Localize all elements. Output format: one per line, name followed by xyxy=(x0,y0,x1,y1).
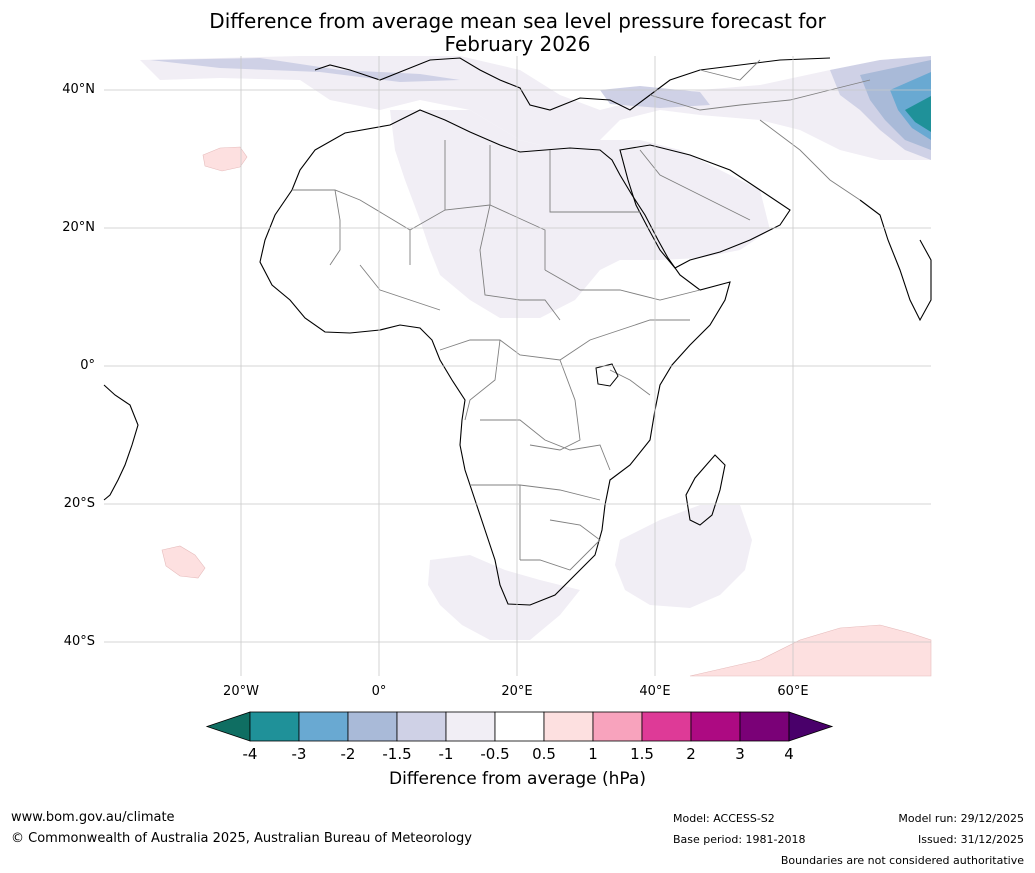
colorbar-tick-label: -4 xyxy=(242,745,258,763)
border-segment xyxy=(329,189,341,266)
footer-disclaimer: Boundaries are not considered authoritat… xyxy=(780,854,1024,867)
footer-base-period: Base period: 1981-2018 xyxy=(673,833,806,846)
map-title-line2: February 2026 xyxy=(444,32,591,56)
border-segment xyxy=(464,339,501,421)
border-segment xyxy=(520,519,601,571)
colorbar-tick-label: -2 xyxy=(340,745,356,763)
border-segment xyxy=(699,59,761,81)
anomaly-area-mediterranean xyxy=(140,56,931,160)
border-segment xyxy=(480,419,611,471)
colorbar-title: Difference from average (hPa) xyxy=(389,769,646,789)
lat-tick-20s: 20°S xyxy=(63,496,95,511)
footer-model: Model: ACCESS-S2 xyxy=(673,812,775,825)
lat-tick-0: 0° xyxy=(80,358,95,373)
colorbar-segment xyxy=(494,711,545,742)
lat-tick-20n: 20°N xyxy=(62,220,95,235)
anomaly-area-north-blue xyxy=(150,58,460,82)
coastline-madagascar xyxy=(685,454,726,526)
coastline-india xyxy=(859,199,932,322)
colorbar-tick-label: -0.5 xyxy=(480,745,510,763)
anomaly-area-south-indian xyxy=(615,505,752,608)
colorbar-tick-label: 3 xyxy=(735,745,745,763)
border-segment xyxy=(479,204,561,321)
colorbar-extend-high xyxy=(788,711,834,742)
footer-copyright: © Commonwealth of Australia 2025, Austra… xyxy=(11,831,472,846)
border-segment xyxy=(470,484,601,501)
lake-victoria xyxy=(595,363,619,387)
colorbar-segment xyxy=(347,711,398,742)
country-borders xyxy=(292,59,871,571)
colorbar-extend-low xyxy=(205,711,251,742)
anomaly-area-atlantic-pink-south xyxy=(161,545,206,579)
border-segment xyxy=(549,150,640,213)
footer-model-run: Model run: 29/12/2025 xyxy=(898,812,1024,825)
coastlines xyxy=(103,57,932,606)
lon-tick-40e: 40°E xyxy=(639,684,671,699)
lon-tick-20w: 20°W xyxy=(223,684,259,699)
colorbar-tick-label: 0.5 xyxy=(532,745,556,763)
lon-tick-20e: 20°E xyxy=(501,684,533,699)
colorbar-tick-label: 1.5 xyxy=(630,745,654,763)
colorbar-segment xyxy=(249,711,300,742)
colorbar-tick-label: -1.5 xyxy=(382,745,412,763)
border-segment xyxy=(759,119,861,201)
colorbar-segment xyxy=(298,711,349,742)
coastline-europe-south xyxy=(314,57,831,111)
anomaly-area-asia-dark xyxy=(905,96,931,132)
coastline-africa xyxy=(259,109,731,606)
border-segment xyxy=(359,264,441,311)
anomaly-area-indian-pink-south xyxy=(689,624,932,677)
colorbar-tick-label: 1 xyxy=(588,745,598,763)
colorbar-tick-label: 2 xyxy=(686,745,696,763)
colorbar-segment xyxy=(445,711,496,742)
map-title-line1: Difference from average mean sea level p… xyxy=(209,9,826,33)
lon-tick-0: 0° xyxy=(371,684,387,699)
anomaly-area-atlantic-pink-north xyxy=(202,146,248,172)
colorbar-segment xyxy=(396,711,447,742)
lon-tick-60e: 60°E xyxy=(777,684,809,699)
colorbar-tick-label: -3 xyxy=(291,745,307,763)
border-segment xyxy=(292,189,411,265)
border-segment xyxy=(544,269,701,301)
colorbar-tick-label: -1 xyxy=(438,745,454,763)
colorbar-segment xyxy=(690,711,741,742)
border-segment xyxy=(649,79,871,111)
anomaly-shading xyxy=(140,56,932,677)
anomaly-area-sahara xyxy=(390,110,770,318)
coastline-south-america xyxy=(103,384,139,501)
colorbar-tick-label: 4 xyxy=(784,745,794,763)
graticule xyxy=(104,56,931,676)
colorbar-segment xyxy=(641,711,692,742)
anomaly-area-south-atlantic xyxy=(428,555,580,640)
colorbar-segment xyxy=(739,711,790,742)
border-segment xyxy=(639,149,751,221)
footer-website: www.bom.gov.au/climate xyxy=(11,810,175,825)
lat-tick-40n: 40°N xyxy=(62,82,95,97)
colorbar-segment xyxy=(592,711,643,742)
border-segment xyxy=(529,359,581,451)
colorbar-segment xyxy=(543,711,594,742)
lat-tick-40s: 40°S xyxy=(63,634,95,649)
coastline-arabia xyxy=(619,144,791,269)
footer-issued: Issued: 31/12/2025 xyxy=(917,833,1024,846)
